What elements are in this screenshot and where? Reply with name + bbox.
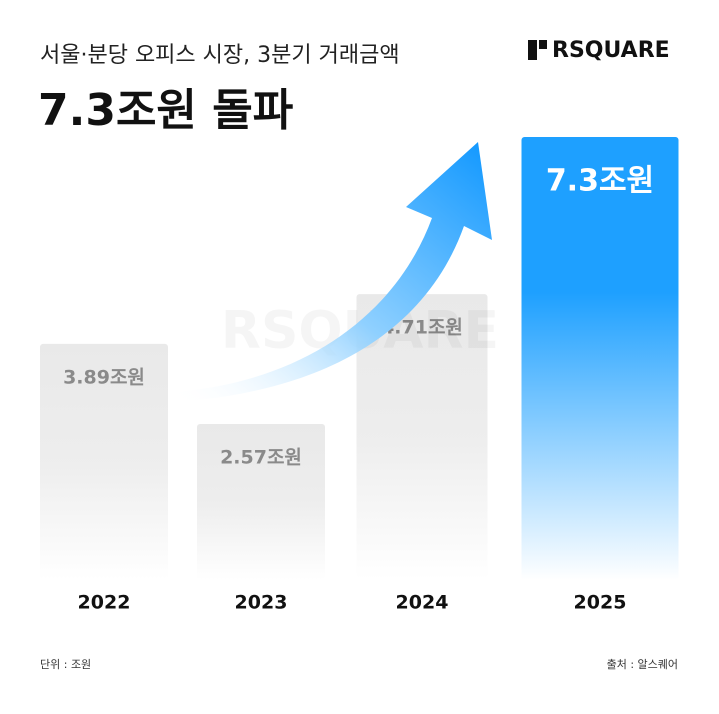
- bars: 3.89조원 2022 2.57조원 2023 4.71조원 2024 7.3조원 2025: [40, 137, 679, 614]
- bar: [197, 424, 325, 580]
- source-note: 출처 : 알스퀘어: [607, 657, 678, 671]
- value-label: 7.3조원: [546, 164, 654, 199]
- bar: [356, 294, 488, 580]
- logo-icon: [539, 40, 547, 49]
- subtitle: 서울·분당 오피스 시장, 3분기 거래금액: [40, 43, 400, 68]
- logo-text: RSQUARE: [552, 38, 670, 63]
- logo: RSQUARE: [528, 38, 670, 63]
- logo-icon: [528, 40, 537, 60]
- x-tick-label: 2024: [396, 592, 449, 614]
- value-label: 2.57조원: [220, 447, 302, 469]
- value-label: 3.89조원: [63, 366, 145, 388]
- value-label: 4.71조원: [381, 317, 463, 339]
- bar: [40, 343, 168, 580]
- x-tick-label: 2025: [574, 592, 627, 614]
- chart-title: 7.3조원 돌파: [38, 85, 293, 136]
- x-tick-label: 2022: [78, 592, 131, 614]
- growth-arrow: [175, 142, 492, 402]
- unit-note: 단위 : 조원: [40, 658, 91, 671]
- x-tick-label: 2023: [235, 592, 288, 614]
- bar: [521, 137, 679, 580]
